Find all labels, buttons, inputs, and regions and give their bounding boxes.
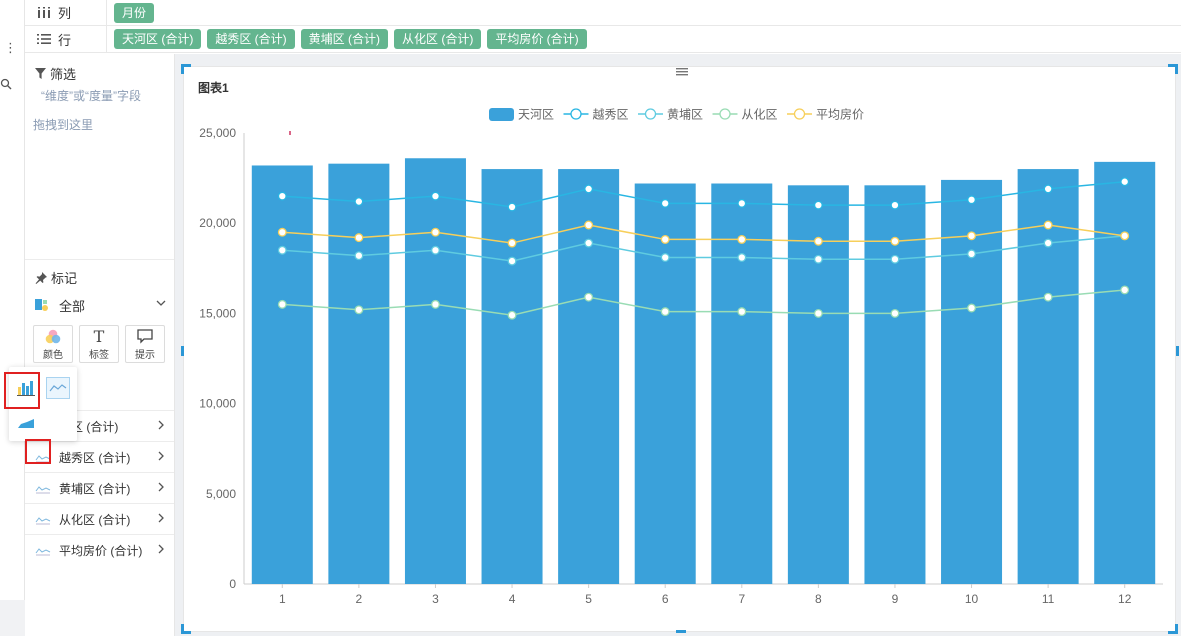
color-button-label: 颜色 [43, 349, 63, 361]
area-chart-type-option[interactable] [14, 412, 38, 434]
label-button-label: 标签 [89, 349, 109, 361]
label-icon: T [93, 327, 105, 346]
side-panel: 筛选 “维度”或“度量”字段 拖拽到这里 标记 全部 颜色 T 标签 提示 河区… [25, 54, 175, 636]
line-chart-icon[interactable] [35, 482, 51, 497]
more-vertical-icon[interactable]: ⋮ [4, 40, 17, 55]
filter-title: 筛选 [50, 67, 77, 82]
area-chart-icon [18, 419, 34, 428]
columns-icon [37, 6, 53, 19]
field-pill[interactable]: 从化区 (合计) [393, 29, 482, 49]
line-chart-icon[interactable] [35, 513, 51, 528]
series-mark-label: 平均房价 (合计) [59, 543, 143, 558]
rows-shelf-label: 行 [25, 26, 107, 52]
field-pill[interactable]: 天河区 (合计) [114, 29, 202, 49]
resize-handle-bottom[interactable] [676, 630, 686, 633]
rows-icon [37, 33, 53, 45]
section-divider [25, 259, 174, 260]
search-icon[interactable] [0, 78, 12, 93]
chevron-right-icon [158, 544, 164, 554]
series-mark-row[interactable]: 黄埔区 (合计) [25, 472, 174, 503]
left-toolbar: ⋮ [0, 0, 25, 636]
bar-chart-type-option[interactable] [14, 377, 38, 399]
rows-shelf: 行 天河区 (合计) 越秀区 (合计) 黄埔区 (合计) 从化区 (合计) 平均房价 (… [25, 26, 1181, 53]
chart-container[interactable] [183, 66, 1176, 632]
field-pill[interactable]: 黄埔区 (合计) [300, 29, 388, 49]
series-mark-label: 从化区 (合计) [59, 512, 131, 527]
rows-pills: 天河区 (合计) 越秀区 (合计) 黄埔区 (合计) 从化区 (合计) 平均房价 (合计… [114, 26, 593, 52]
label-button[interactable]: T 标签 [79, 325, 119, 363]
chevron-down-icon [156, 300, 166, 306]
filter-drop-hint-2: 拖拽到这里 [33, 118, 94, 132]
line-chart-icon [49, 384, 67, 392]
series-mark-row[interactable]: 从化区 (合计) [25, 503, 174, 534]
marks-title: 标记 [51, 271, 78, 286]
tooltip-button[interactable]: 提示 [125, 325, 165, 363]
color-button[interactable]: 颜色 [33, 325, 73, 363]
marks-section-title: 标记 [35, 268, 77, 287]
color-icon [44, 328, 62, 346]
field-pill[interactable]: 平均房价 (合计) [487, 29, 587, 49]
tooltip-button-label: 提示 [135, 349, 155, 361]
filter-icon [35, 68, 46, 79]
resize-corner-top-left[interactable] [181, 64, 191, 74]
chart-title: 图表1 [198, 81, 229, 95]
line-chart-type-option[interactable] [46, 377, 70, 399]
chevron-right-icon [158, 513, 164, 523]
chevron-right-icon [158, 420, 164, 430]
marks-type-select[interactable]: 全部 [35, 295, 169, 315]
columns-shelf: 列 月份 [25, 0, 1181, 26]
series-mark-row[interactable]: 平均房价 (合计) [25, 534, 174, 565]
columns-shelf-label: 列 [25, 0, 107, 25]
chevron-right-icon [158, 482, 164, 492]
mark-buttons: 颜色 T 标签 提示 [33, 325, 171, 363]
marks-type-value: 全部 [59, 298, 86, 314]
resize-handle-left[interactable] [181, 346, 184, 356]
filter-drop-hint: “维度”或“度量”字段 [41, 89, 141, 103]
series-mark-label: 越秀区 (合计) [59, 450, 131, 465]
field-pill[interactable]: 月份 [114, 2, 155, 23]
resize-corner-bottom-right[interactable] [1168, 624, 1178, 634]
left-toolbar-footer [0, 600, 25, 636]
field-pill[interactable]: 越秀区 (合计) [207, 29, 295, 49]
tooltip-icon [137, 328, 153, 346]
columns-shelf-text: 列 [58, 6, 72, 21]
resize-corner-bottom-left[interactable] [181, 624, 191, 634]
multi-shape-icon [35, 299, 48, 311]
resize-corner-top-right[interactable] [1168, 64, 1178, 74]
bar-chart-icon [17, 381, 35, 396]
drag-grip-icon[interactable] [676, 65, 688, 79]
resize-handle-right[interactable] [1176, 346, 1179, 356]
pin-icon [35, 271, 47, 284]
series-mark-label: 黄埔区 (合计) [59, 481, 131, 496]
rows-shelf-text: 行 [58, 32, 72, 48]
columns-pills: 月份 [114, 0, 160, 25]
line-chart-icon[interactable] [35, 544, 51, 559]
chevron-right-icon [158, 451, 164, 461]
chart-type-popup [9, 367, 77, 441]
filter-section-title: 筛选 [35, 64, 76, 83]
bar-option-highlight [4, 372, 40, 409]
series-icon-highlight [25, 439, 51, 464]
